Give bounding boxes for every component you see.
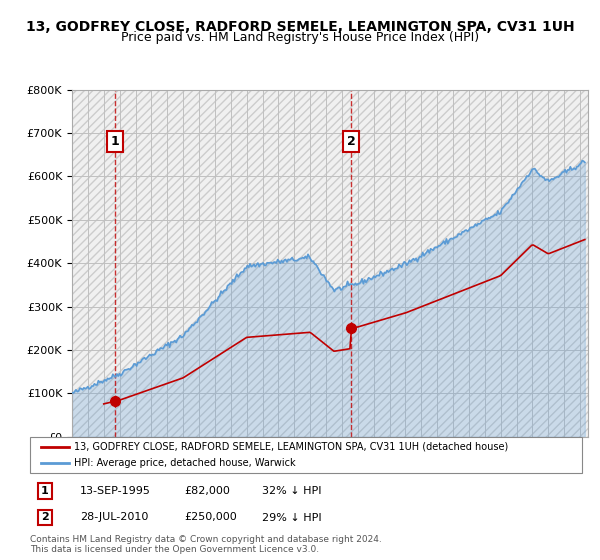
Text: 32% ↓ HPI: 32% ↓ HPI [262, 486, 322, 496]
Text: 1: 1 [41, 486, 49, 496]
Bar [72, 90, 588, 437]
Text: £250,000: £250,000 [185, 512, 238, 522]
Text: Contains HM Land Registry data © Crown copyright and database right 2024.
This d: Contains HM Land Registry data © Crown c… [30, 535, 382, 554]
Text: 2: 2 [347, 135, 355, 148]
Text: 28-JUL-2010: 28-JUL-2010 [80, 512, 148, 522]
Text: 13-SEP-1995: 13-SEP-1995 [80, 486, 151, 496]
Text: 29% ↓ HPI: 29% ↓ HPI [262, 512, 322, 522]
FancyBboxPatch shape [30, 437, 582, 473]
Text: 1: 1 [110, 135, 119, 148]
Text: HPI: Average price, detached house, Warwick: HPI: Average price, detached house, Warw… [74, 458, 296, 468]
Text: 2: 2 [41, 512, 49, 522]
Text: 13, GODFREY CLOSE, RADFORD SEMELE, LEAMINGTON SPA, CV31 1UH (detached house): 13, GODFREY CLOSE, RADFORD SEMELE, LEAMI… [74, 442, 508, 452]
Text: £82,000: £82,000 [185, 486, 230, 496]
Text: 13, GODFREY CLOSE, RADFORD SEMELE, LEAMINGTON SPA, CV31 1UH: 13, GODFREY CLOSE, RADFORD SEMELE, LEAMI… [26, 20, 574, 34]
Text: Price paid vs. HM Land Registry's House Price Index (HPI): Price paid vs. HM Land Registry's House … [121, 31, 479, 44]
